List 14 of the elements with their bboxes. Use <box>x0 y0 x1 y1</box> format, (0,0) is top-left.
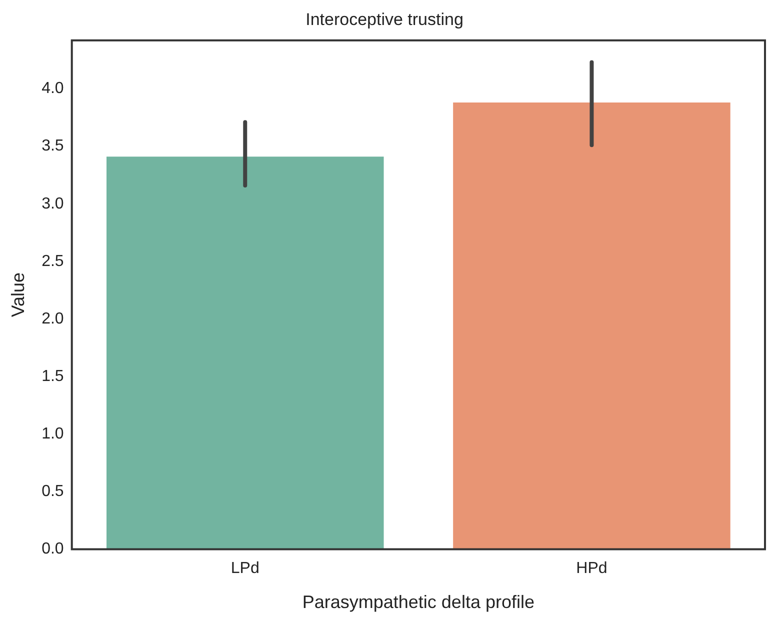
y-tick-label: 0.5 <box>42 483 64 500</box>
x-tick-label: HPd <box>576 560 608 578</box>
y-tick-label: 3.0 <box>42 195 64 212</box>
y-tick-label: 3.5 <box>42 138 64 155</box>
y-tick-label: 0.0 <box>42 540 64 558</box>
y-tick-label: 2.0 <box>42 310 64 328</box>
x-axis-title: Parasympathetic delta profile <box>302 592 534 612</box>
x-tick-label: LPd <box>230 560 260 578</box>
y-tick-label: 1.0 <box>42 425 64 442</box>
y-tick-label: 4.0 <box>42 80 64 98</box>
y-tick-label: 1.5 <box>42 368 64 385</box>
y-tick-label: 2.5 <box>42 252 64 270</box>
chart-title: Interoceptive trusting <box>306 10 464 29</box>
y-axis-title: Value <box>8 272 28 318</box>
